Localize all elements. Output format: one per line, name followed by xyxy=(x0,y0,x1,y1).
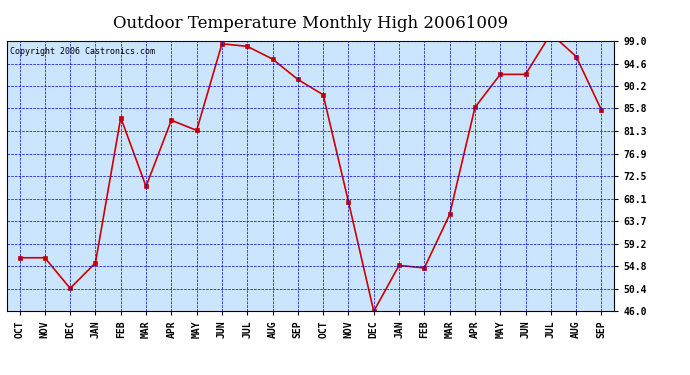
Text: Outdoor Temperature Monthly High 20061009: Outdoor Temperature Monthly High 2006100… xyxy=(113,15,508,32)
Text: Copyright 2006 Castronics.com: Copyright 2006 Castronics.com xyxy=(10,46,155,56)
